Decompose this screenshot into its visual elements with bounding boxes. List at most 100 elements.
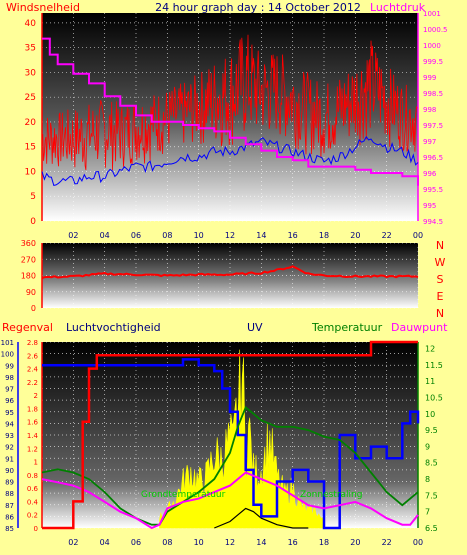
dewpoint-series: [41, 471, 419, 530]
x-tick-label: 16: [288, 538, 298, 547]
rain-tick: 1.6: [27, 419, 39, 427]
temperature-tick: 11.5: [425, 361, 443, 370]
rain-tick: 0.2: [27, 512, 38, 520]
humidity-tick: 87: [5, 502, 14, 510]
x-tick-label: 10: [194, 538, 204, 547]
pressure-tick: 996.5: [423, 154, 443, 162]
humidity-tick: 88: [5, 490, 14, 498]
humidity-tick: 89: [5, 479, 14, 487]
pressure-tick: 1000.5: [423, 26, 448, 34]
x-tick-label: 08: [162, 538, 172, 547]
humidity-tick: 98: [5, 374, 14, 382]
compass-label: W: [435, 256, 446, 269]
compass-label: N: [436, 307, 444, 320]
temperature-tick: 10: [425, 410, 435, 419]
x-tick-label: 12: [225, 231, 235, 240]
humidity-tick: 91: [5, 455, 14, 463]
wind-speed-label: Windsnelheid: [6, 1, 80, 14]
x-tick-label: 02: [68, 538, 78, 547]
x-tick-label: 02: [68, 231, 78, 240]
rain-label: Regenval: [2, 321, 53, 334]
x-tick-label: 22: [382, 538, 392, 547]
x-tick-label: 12: [225, 538, 235, 547]
rain-tick: 2.6: [27, 352, 39, 360]
pressure-tick: 1000: [423, 42, 441, 50]
x-tick-label: 16: [288, 231, 298, 240]
uv-label: UV: [247, 321, 263, 334]
humidity-series: [42, 358, 420, 530]
temperature-tick: 6.5: [425, 524, 438, 533]
temperature-label: Temperatuur: [311, 321, 383, 334]
rain-humidity-series: [41, 340, 420, 530]
rain-humidity-axes: 85868788899091929394959697989910010100.2…: [1, 339, 443, 547]
x-tick-label: 06: [131, 231, 141, 240]
wind-speed-tick: 30: [25, 68, 37, 78]
humidity-tick: 101: [1, 339, 14, 347]
x-tick-label: 10: [194, 231, 204, 240]
temperature-series: [41, 405, 419, 526]
pressure-series: [42, 37, 419, 186]
rain-tick: 1.8: [27, 405, 38, 413]
wind-direction-tick: 360: [21, 239, 36, 248]
rain-tick: 2: [34, 392, 38, 400]
solar-radiation-annotation: Zonnestraling: [300, 490, 362, 500]
humidity-tick: 90: [5, 467, 14, 475]
temperature-tick: 9: [425, 442, 430, 451]
ground-temperature-series: [214, 507, 309, 529]
humidity-tick: 94: [5, 420, 14, 428]
rain-series: [42, 340, 418, 530]
humidity-tick: 95: [5, 409, 14, 417]
wind-direction-tick: 0: [31, 304, 36, 313]
pressure-tick: 997.5: [423, 122, 443, 130]
humidity-tick: 97: [5, 386, 14, 394]
pressure-tick: 998: [423, 106, 436, 114]
wind-direction-series: [41, 265, 419, 279]
humidity-tick: 92: [5, 444, 14, 452]
wind-direction-tick: 270: [21, 255, 36, 264]
wind-speed-tick: 15: [25, 143, 36, 153]
temperature-tick: 7.5: [425, 491, 438, 500]
pressure-tick: 997: [423, 138, 436, 146]
pressure-label: Luchtdruk: [370, 1, 426, 14]
wind-speed-tick: 5: [30, 192, 36, 202]
humidity-tick: 93: [5, 432, 14, 440]
x-tick-label: 14: [256, 538, 266, 547]
compass-label: N: [436, 239, 444, 252]
wind-pressure-axes: 0 5 10 15 20 25 30 35 40 994.5 995 995.5 996 996.5 997…: [25, 10, 448, 240]
x-tick-label: 04: [100, 538, 110, 547]
x-tick-label: 04: [100, 231, 110, 240]
pressure-tick: 995: [423, 202, 436, 210]
pressure-tick: 995.5: [423, 186, 443, 194]
rain-tick: 2.2: [27, 379, 38, 387]
wind-speed-tick: 20: [25, 118, 37, 128]
pressure-tick: 1001: [423, 10, 441, 18]
ground-temperature-annotation: Grondtemperatuur: [141, 490, 226, 500]
x-tick-label: 14: [256, 231, 266, 240]
pressure-tick: 994.5: [423, 218, 443, 226]
rain-tick: 0: [34, 525, 38, 533]
x-tick-label: 06: [131, 538, 141, 547]
rain-tick: 0.6: [27, 485, 39, 493]
wind-direction-tick: 180: [21, 272, 36, 281]
pressure-tick: 999.5: [423, 58, 443, 66]
x-tick-label: 00: [413, 231, 423, 240]
temperature-tick: 10.5: [425, 393, 443, 402]
wind-speed-tick: 10: [25, 167, 37, 177]
rain-tick: 1: [34, 459, 38, 467]
temperature-tick: 7: [425, 508, 430, 517]
temperature-tick: 12: [425, 345, 435, 354]
rain-tick: 1.2: [27, 445, 38, 453]
humidity-label: Luchtvochtigheid: [66, 321, 161, 334]
wind-average-series: [41, 135, 419, 186]
rain-tick: 0.8: [27, 472, 38, 480]
x-tick-label: 00: [413, 538, 423, 547]
x-tick-label: 18: [319, 538, 329, 547]
temperature-tick: 9.5: [425, 426, 438, 435]
wind-pressure-series: [41, 34, 419, 186]
wind-speed-tick: 25: [25, 93, 36, 103]
pressure-tick: 998.5: [423, 90, 443, 98]
compass-label: S: [437, 273, 444, 286]
x-tick-label: 18: [319, 231, 329, 240]
